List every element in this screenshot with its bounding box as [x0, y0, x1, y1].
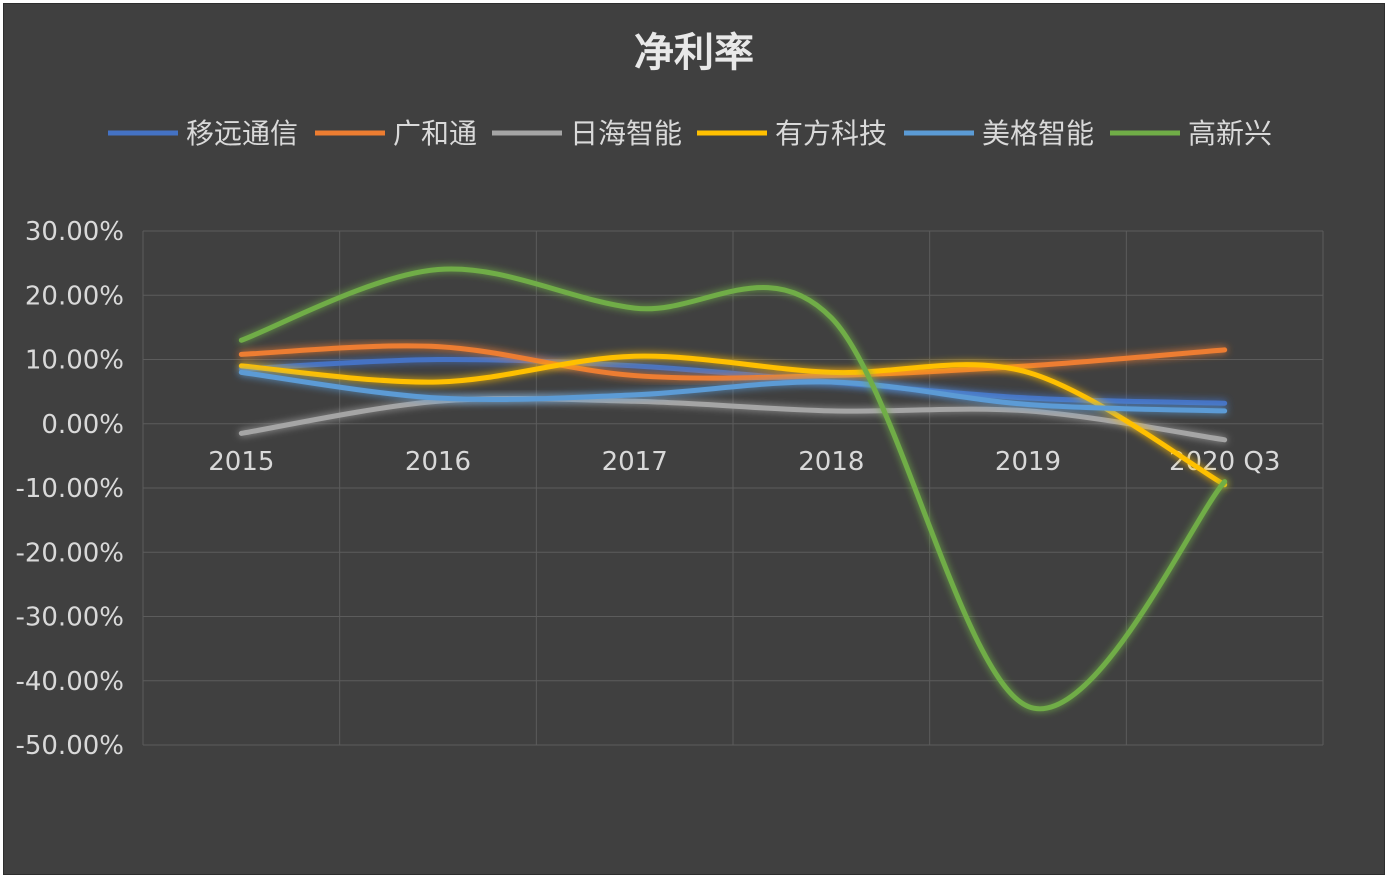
series-line: [238, 369, 1228, 414]
y-axis: 30.00% 20.00% 10.00% 0.00% -10.00% -20.00% -30…: [15, 217, 124, 761]
y-tick-label: -20.00%: [15, 538, 124, 568]
series-line: [238, 356, 1228, 406]
series-line: [238, 343, 1228, 381]
y-tick-label: 30.00%: [25, 217, 124, 247]
x-tick-label: 2017: [602, 447, 668, 477]
legend-label: 广和通: [393, 117, 477, 150]
series-lines: [238, 266, 1228, 712]
legend-label: 美格智能: [982, 117, 1094, 150]
y-tick-label: 10.00%: [25, 346, 124, 376]
legend-label: 日海智能: [570, 117, 682, 150]
series-line: [238, 353, 1228, 488]
legend: 移远通信 广和通 日海智能 有方科技 美格智能 高新兴: [108, 117, 1272, 150]
x-tick-label: 2019: [995, 447, 1061, 477]
y-tick-label: -10.00%: [15, 474, 124, 504]
legend-label: 移远通信: [186, 117, 298, 150]
x-tick-label: 2018: [798, 447, 864, 477]
legend-label: 高新兴: [1188, 117, 1272, 150]
x-axis: 2015 2016 2017 2018 2019 2020 Q3: [208, 447, 1280, 477]
legend-label: 有方科技: [775, 117, 887, 150]
y-tick-label: 20.00%: [25, 281, 124, 311]
y-tick-label: -40.00%: [15, 667, 124, 697]
chart-title: 净利率: [634, 30, 754, 76]
grid: [142, 230, 1324, 746]
y-tick-label: -30.00%: [15, 603, 124, 633]
series-line: [238, 395, 1228, 443]
x-tick-label: 2015: [208, 447, 274, 477]
y-tick-label: -50.00%: [15, 731, 124, 761]
y-tick-label: 0.00%: [41, 410, 124, 440]
series-line: [238, 266, 1228, 712]
x-tick-label: 2016: [405, 447, 471, 477]
